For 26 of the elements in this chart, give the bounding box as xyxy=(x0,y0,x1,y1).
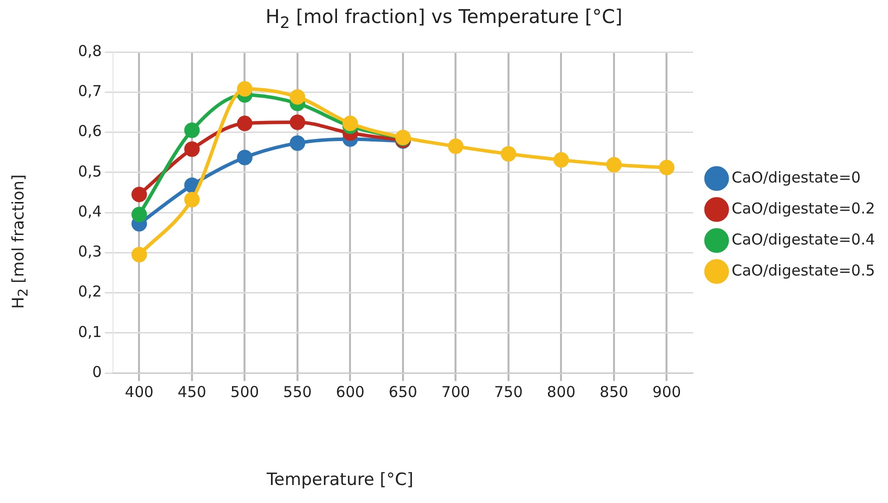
legend-label: CaO/digestate=0.5 xyxy=(732,261,876,280)
y-tick-label: 0 xyxy=(92,362,102,381)
x-tick-label: 750 xyxy=(494,382,523,401)
y-tick-label: 0,8 xyxy=(78,42,102,60)
y-tick-label: 0,3 xyxy=(78,242,102,261)
legend-label: CaO/digestate=0.4 xyxy=(732,230,876,248)
y-tick-label: 0,7 xyxy=(78,82,102,100)
x-tick-label: 450 xyxy=(178,382,206,401)
x-tick-label: 900 xyxy=(652,382,682,401)
x-tick-label: 650 xyxy=(388,382,418,401)
y-tick-label: 0,4 xyxy=(78,202,102,220)
y-tick-label: 0,2 xyxy=(78,282,102,301)
y-tick-label: 0,5 xyxy=(78,162,102,180)
x-tick-label: 700 xyxy=(441,382,470,401)
x-axis-title: Temperature [°C] xyxy=(266,470,414,490)
x-tick-label: 800 xyxy=(546,382,576,401)
x-tick-label: 400 xyxy=(124,382,154,401)
y-tick-label: 0,6 xyxy=(78,122,102,140)
x-tick-label: 500 xyxy=(230,382,260,401)
chart-title: H$_{2}$ [mol fraction] vs Temperature [°C] xyxy=(264,6,624,32)
x-tick-label: 850 xyxy=(600,382,628,401)
legend-label: CaO/digestate=0.2 xyxy=(732,199,876,218)
x-tick-label: 600 xyxy=(336,382,365,401)
x-tick-label: 550 xyxy=(283,382,312,401)
y-tick-label: 0,1 xyxy=(78,322,102,341)
legend-label: CaO/digestate=0 xyxy=(732,168,861,186)
